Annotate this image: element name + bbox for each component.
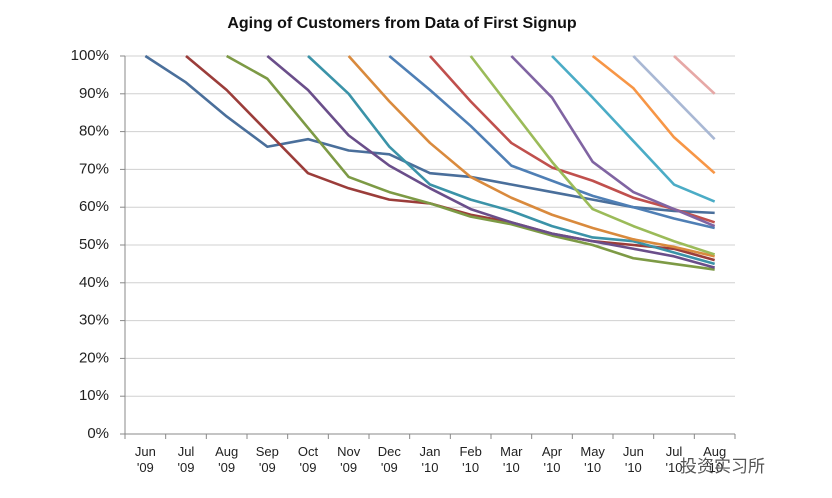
x-tick-label: Dec '09 xyxy=(377,444,401,475)
series-line xyxy=(591,54,716,175)
x-tick-label: May '10 xyxy=(580,444,605,475)
y-tick-label: 40% xyxy=(79,274,109,291)
series-line xyxy=(429,55,716,224)
y-tick-label: 60% xyxy=(79,198,109,215)
y-tick-label: 100% xyxy=(71,47,109,64)
series-line xyxy=(347,55,715,258)
series-line xyxy=(510,55,716,228)
x-tick-label: Feb '10 xyxy=(459,444,482,475)
x-tick-label: Mar '10 xyxy=(500,444,523,475)
x-tick-label: Aug '09 xyxy=(215,444,239,475)
y-tick-label: 80% xyxy=(79,123,109,140)
x-tick-label: Oct '09 xyxy=(297,444,319,475)
x-tick-label: Aug '10 xyxy=(703,444,727,475)
y-tick-label: 30% xyxy=(79,312,109,329)
x-tick-label: Jul '09 xyxy=(177,444,195,475)
x-tick-label: Jun '09 xyxy=(134,444,156,475)
y-tick-label: 50% xyxy=(79,236,109,253)
y-tick-label: 70% xyxy=(79,160,109,177)
x-tick-label: Jun '10 xyxy=(622,444,644,475)
series-line xyxy=(388,55,715,230)
watermark: 投资实习所 xyxy=(680,457,765,477)
series-line xyxy=(266,55,716,269)
series-line xyxy=(551,55,716,203)
chart-title: Aging of Customers from Data of First Si… xyxy=(227,15,577,32)
x-tick-label: Sep '09 xyxy=(255,444,279,475)
series-line xyxy=(632,55,716,141)
x-tick-label: Jan '10 xyxy=(419,444,441,475)
y-tick-label: 0% xyxy=(87,425,109,442)
y-tick-label: 20% xyxy=(79,349,109,366)
y-tick-label: 90% xyxy=(79,85,109,102)
x-tick-label: Apr '10 xyxy=(541,444,563,475)
series-line xyxy=(469,55,716,256)
series-line xyxy=(673,55,716,95)
y-tick-label: 10% xyxy=(79,387,109,404)
x-tick-label: Jul '10 xyxy=(665,444,683,475)
x-tick-label: Nov '09 xyxy=(337,444,361,475)
series-line xyxy=(307,55,716,266)
series-line xyxy=(185,55,716,262)
series-line xyxy=(226,54,715,271)
